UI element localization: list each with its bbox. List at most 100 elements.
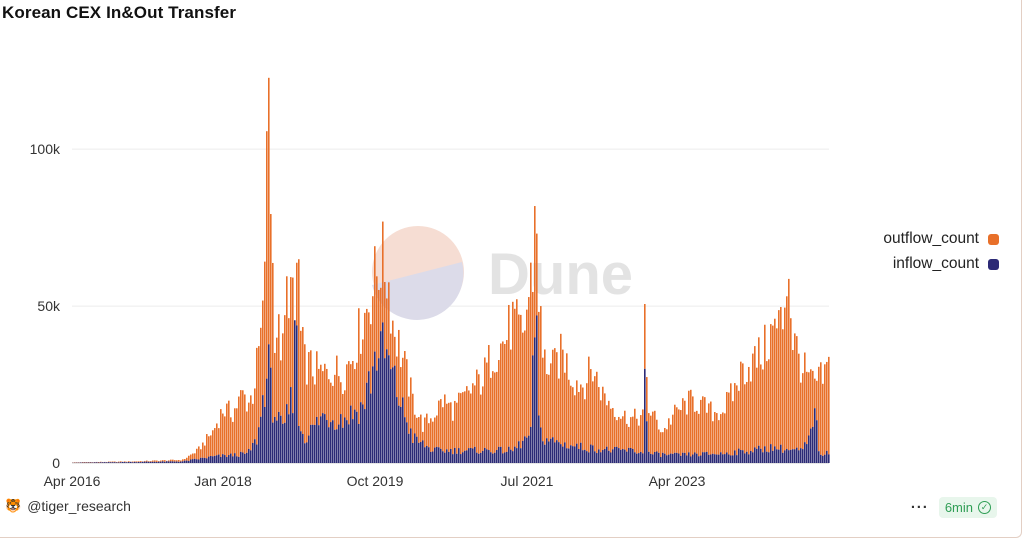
bar-outflow (474, 385, 476, 447)
bar-inflow (586, 451, 588, 463)
bar-outflow (332, 385, 334, 421)
legend-swatch-inflow (988, 258, 999, 270)
bar-inflow (198, 459, 200, 463)
bar-inflow (440, 448, 442, 463)
bar-outflow (670, 424, 672, 454)
bar-inflow (136, 462, 138, 463)
bar-outflow (664, 427, 666, 454)
bar-inflow (580, 442, 582, 463)
bar-inflow (400, 406, 402, 463)
bar-inflow (188, 460, 190, 463)
bar-outflow (132, 461, 134, 463)
bar-outflow (506, 340, 508, 452)
bar-outflow (188, 455, 190, 461)
bar-outflow (654, 410, 656, 452)
bar-outflow (194, 453, 196, 459)
bar-outflow (710, 401, 712, 455)
bar-outflow (346, 364, 348, 421)
bar-outflow (782, 329, 784, 453)
refresh-badge[interactable]: 6min ✓ (938, 497, 997, 518)
bar-inflow (464, 450, 466, 463)
bar-outflow (754, 346, 756, 448)
bar-outflow (204, 445, 206, 458)
bar-inflow (264, 406, 266, 463)
bar-outflow (218, 428, 220, 455)
bar-inflow (382, 322, 384, 463)
bar-inflow (690, 456, 692, 463)
bar-outflow (108, 461, 110, 463)
bar-outflow (432, 421, 434, 452)
bar-inflow (166, 461, 168, 463)
more-options-icon[interactable]: ··· (910, 499, 929, 516)
bar-inflow (418, 442, 420, 463)
bar-outflow (826, 361, 828, 451)
refresh-time: 6min (944, 500, 973, 515)
bar-inflow (132, 462, 134, 463)
bar-inflow (696, 453, 698, 463)
bar-inflow (288, 414, 290, 463)
bar-outflow (470, 393, 472, 448)
bar-outflow (434, 417, 436, 448)
bar-outflow (274, 352, 276, 417)
bar-outflow (286, 276, 288, 405)
bar-inflow (402, 397, 404, 463)
bar-outflow (750, 381, 752, 451)
bar-outflow (182, 459, 184, 462)
bar-outflow (408, 396, 410, 434)
bar-outflow (608, 400, 610, 451)
bar-inflow (776, 449, 778, 463)
bar-inflow (716, 454, 718, 463)
bar-outflow (774, 318, 776, 447)
bar-outflow (644, 304, 646, 369)
bar-outflow (550, 363, 552, 439)
bar-outflow (546, 374, 548, 439)
bar-inflow (628, 447, 630, 463)
bar-outflow (370, 324, 372, 394)
bar-outflow (702, 396, 704, 453)
bar-outflow (278, 314, 280, 412)
legend-item-outflow[interactable]: outflow_count (883, 230, 999, 248)
bar-outflow (168, 460, 170, 462)
author-link[interactable]: 🐯 @tiger_research (5, 498, 131, 514)
bar-inflow (336, 429, 338, 463)
bar-outflow (532, 291, 534, 356)
bar-inflow (688, 452, 690, 463)
bar-outflow (818, 366, 820, 452)
bar-inflow (714, 454, 716, 463)
bar-inflow (314, 425, 316, 463)
bar-outflow (794, 333, 796, 450)
bar-inflow (190, 459, 192, 463)
bar-inflow (644, 368, 646, 463)
bar-inflow (684, 452, 686, 463)
bar-outflow (558, 378, 560, 443)
bar-outflow (652, 411, 654, 455)
bar-outflow (300, 330, 302, 432)
bar-outflow (162, 460, 164, 462)
bar-outflow (344, 390, 346, 418)
bar-outflow (756, 367, 758, 449)
bar-outflow (308, 352, 310, 436)
bar-inflow (826, 450, 828, 463)
y-tick-label: 0 (52, 455, 60, 471)
bar-inflow (686, 455, 688, 463)
bar-inflow (576, 443, 578, 463)
bar-inflow (334, 429, 336, 463)
bar-inflow (80, 462, 82, 463)
bar-inflow (570, 445, 572, 463)
bar-inflow (722, 454, 724, 463)
bar-inflow (556, 440, 558, 463)
bar-outflow (690, 389, 692, 457)
bar-outflow (466, 386, 468, 451)
bar-inflow (450, 448, 452, 463)
bar-inflow (392, 367, 394, 463)
bar-inflow (566, 448, 568, 463)
bar-inflow (812, 426, 814, 463)
bar-inflow (562, 446, 564, 463)
bar-inflow (484, 447, 486, 463)
bar-outflow (504, 343, 506, 453)
bar-outflow (712, 421, 714, 454)
legend-item-inflow[interactable]: inflow_count (883, 255, 999, 273)
bar-inflow (246, 452, 248, 463)
bar-outflow (302, 327, 304, 434)
bar-inflow (694, 452, 696, 463)
